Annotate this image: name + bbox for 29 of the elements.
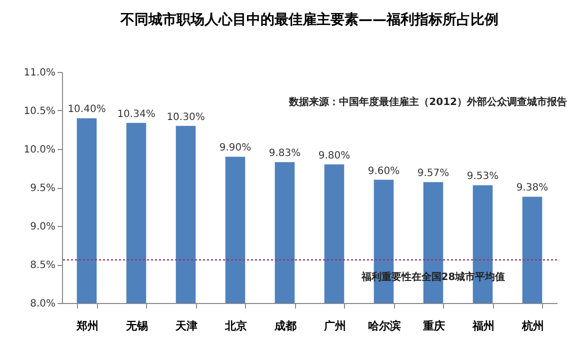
chart-title: 不同城市职场人心目中的最佳雇主要素——福利指标所占比例 bbox=[120, 11, 498, 28]
data-label: 10.40% bbox=[68, 104, 106, 116]
y-tick-label: 11.0% bbox=[24, 68, 56, 78]
data-label: 9.90% bbox=[219, 142, 252, 154]
x-tick-label: 重庆 bbox=[422, 320, 445, 332]
data-label: 10.34% bbox=[117, 108, 156, 120]
data-label: 9.60% bbox=[368, 166, 400, 177]
data-label: 9.80% bbox=[318, 150, 350, 162]
x-tick-label: 北京 bbox=[224, 320, 247, 332]
y-tick-label: 9.0% bbox=[30, 222, 56, 232]
data-label: 9.53% bbox=[466, 171, 499, 182]
x-tick-label: 天津 bbox=[174, 320, 198, 332]
y-tick-label: 8.5% bbox=[30, 260, 56, 271]
data-label: 9.83% bbox=[268, 148, 301, 160]
y-tick-label: 10.0% bbox=[24, 144, 56, 156]
x-tick-label: 郑州 bbox=[75, 320, 98, 332]
y-tick-label: 10.5% bbox=[24, 106, 56, 117]
y-tick-label: 9.5% bbox=[30, 183, 56, 194]
data-label: 10.30% bbox=[166, 112, 205, 123]
x-tick-label: 广州 bbox=[322, 320, 346, 332]
x-tick-label: 无锡 bbox=[124, 320, 148, 332]
x-tick-label: 福州 bbox=[471, 320, 494, 332]
data-label: 9.38% bbox=[516, 182, 548, 194]
x-tick-label: 杭州 bbox=[520, 320, 544, 332]
data-label: 9.57% bbox=[417, 168, 450, 180]
x-tick-label: 成都 bbox=[273, 320, 296, 332]
annotation: 数据来源：中国年度最佳雇主（2012）外部公众调查城市报告 bbox=[288, 96, 567, 108]
y-tick-label: 8.0% bbox=[30, 298, 56, 310]
x-tick-label: 哈尔滨 bbox=[368, 320, 401, 332]
